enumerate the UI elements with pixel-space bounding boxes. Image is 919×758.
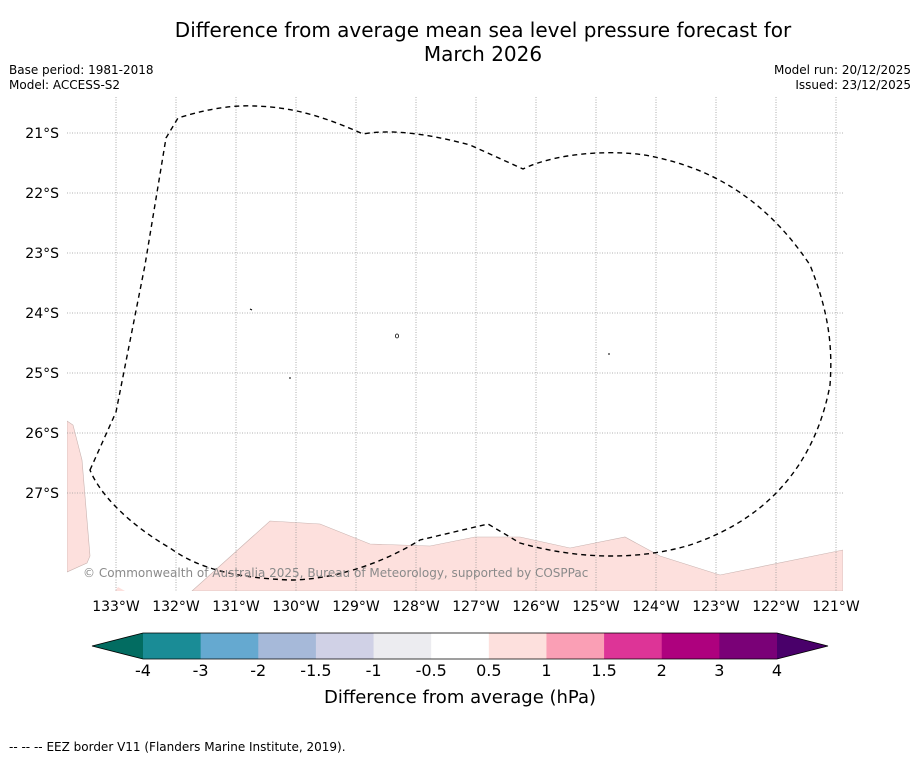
colorbar-tick-label: 3 [714,661,724,680]
title-line-2: March 2026 [423,42,543,66]
footer-legend: -- -- -- EEZ border V11 (Flanders Marine… [9,740,346,754]
colorbar-outline [91,632,829,660]
colorbar-cell [719,633,778,659]
colorbar-cell [604,633,663,659]
colorbar-cell [258,633,317,659]
colorbar-tick-label: -2 [250,661,266,680]
lat-label: 21°S [25,126,59,142]
colorbar-tick-label: -1 [366,661,382,680]
lon-label: 129°W [332,599,380,615]
base-period: Base period: 1981-2018 [9,63,154,77]
chart-title: Difference from average mean sea level p… [0,18,919,66]
colorbar-cells [143,633,778,659]
eez-legend-text: EEZ border V11 (Flanders Marine Institut… [46,740,346,754]
colorbar-cell [431,633,490,659]
lon-label: 131°W [212,599,260,615]
anomaly-region-west [67,420,91,573]
lon-label: 126°W [512,599,560,615]
meta-left: Base period: 1981-2018 Model: ACCESS-S2 [9,63,154,93]
eez-border [89,105,832,581]
lon-label: 125°W [572,599,620,615]
colorbar-tick-label: 1.5 [591,661,616,680]
colorbar-tick-label: 4 [772,661,782,680]
meta-right: Model run: 20/12/2025 Issued: 23/12/2025 [774,63,911,93]
lon-label: 123°W [692,599,740,615]
island-1 [249,308,253,311]
colorbar-tick-labels: -4 -3 -2 -1.5 -1 -0.5 0.5 1 1.5 2 3 4 [135,661,782,680]
lon-label: 122°W [752,599,800,615]
lon-label: 128°W [392,599,440,615]
issued-date: Issued: 23/12/2025 [795,78,911,92]
lon-label: 127°W [452,599,500,615]
model-name: Model: ACCESS-S2 [9,78,121,92]
colorbar-cell [546,633,605,659]
colorbar-tick-label: -4 [135,661,151,680]
colorbar-cell [661,633,720,659]
colorbar-cell [143,633,202,659]
latitude-gridlines [67,132,843,494]
lon-label: 124°W [632,599,680,615]
eez-legend-symbol: -- -- -- [9,740,43,754]
lat-label: 26°S [25,426,59,442]
colorbar-cell [488,633,547,659]
map-area: © Commonwealth of Australia 2025, Bureau… [67,97,843,591]
latitude-labels: 21°S 22°S 23°S 24°S 25°S 26°S 27°S [25,126,59,502]
colorbar-tick-label: 1 [541,661,551,680]
colorbar-tick-label: -0.5 [416,661,447,680]
anomaly-region-sliver [115,587,125,591]
lon-label: 121°W [812,599,860,615]
anomaly-region-south [191,520,843,591]
colorbar-cell [200,633,259,659]
colorbar-tick-label: 2 [657,661,667,680]
title-line-1: Difference from average mean sea level p… [174,18,792,42]
longitude-gridlines [115,97,837,591]
lon-label: 132°W [152,599,200,615]
lat-label: 23°S [25,246,59,262]
colorbar-tick-label: -1.5 [300,661,331,680]
colorbar-cell [373,633,432,659]
colorbar-tick-label: 0.5 [476,661,501,680]
colorbar-cell [315,633,375,659]
model-run: Model run: 20/12/2025 [773,63,911,77]
island-2 [394,333,399,339]
colorbar-title: Difference from average (hPa) [324,687,596,708]
longitude-labels: 133°W 132°W 131°W 130°W 129°W 128°W 127°… [92,599,860,615]
lon-label: 133°W [92,599,140,615]
colorbar-over-arrow [777,633,828,659]
lat-label: 25°S [25,366,59,382]
lat-label: 27°S [25,486,59,502]
lat-label: 24°S [25,306,59,322]
colorbar-tick-label: -3 [193,661,209,680]
lat-label: 22°S [25,186,59,202]
lon-label: 130°W [272,599,320,615]
colorbar-under-arrow [92,633,143,659]
colorbar: -4 -3 -2 -1.5 -1 -0.5 0.5 1 1.5 2 3 4 Difference fr… [91,632,829,708]
copyright-notice: © Commonwealth of Australia 2025, Bureau… [83,566,588,580]
